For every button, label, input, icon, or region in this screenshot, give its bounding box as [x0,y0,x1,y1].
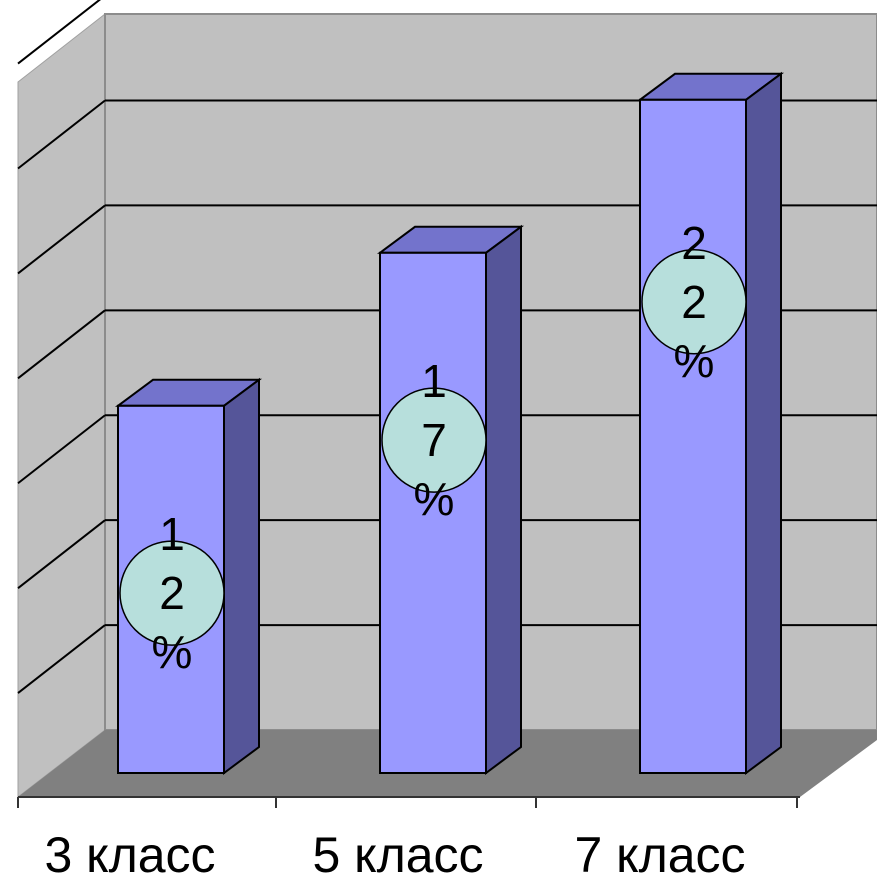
bar-side-face [223,377,260,775]
bar-2 [636,71,785,775]
data-label-bubble [119,540,225,646]
data-label-char: 1 [159,508,185,560]
data-label-1: 1 7% [381,355,487,525]
gridline-side [17,0,101,65]
x-ticks [17,797,798,808]
data-labels: 1 2% 1 7% 2 2% [119,217,747,678]
data-label-char: % [414,473,455,525]
data-label-bubble [641,249,747,355]
bar-1 [376,224,525,775]
bar-side-face [485,224,522,775]
bar-side-face [745,71,782,775]
data-label-char: 2 [681,276,707,328]
gridline-side [17,414,106,485]
category-label-5: 5 класс [312,827,483,878]
gridline-side [17,204,106,275]
gridline-side [17,519,106,589]
data-label-char: 1 [421,355,447,407]
category-label-7: 7 класс [574,827,745,878]
data-label-char: 2 [159,567,185,619]
data-label-char: % [674,335,715,387]
bar-front-face [379,251,487,775]
bar-front-face [639,98,747,775]
data-label-2: 2 2% [641,217,747,387]
chart-side-wall [17,12,106,799]
data-label-char: 2 [681,217,707,269]
data-label-char: % [152,626,193,678]
category-label-3: 3 класс [44,827,215,878]
gridline-side [17,99,106,170]
gridline-side [17,309,106,380]
data-label-char: 7 [421,414,447,466]
data-label-0: 1 2% [119,508,225,678]
gridline-side [17,624,106,694]
data-label-bubble [381,387,487,493]
